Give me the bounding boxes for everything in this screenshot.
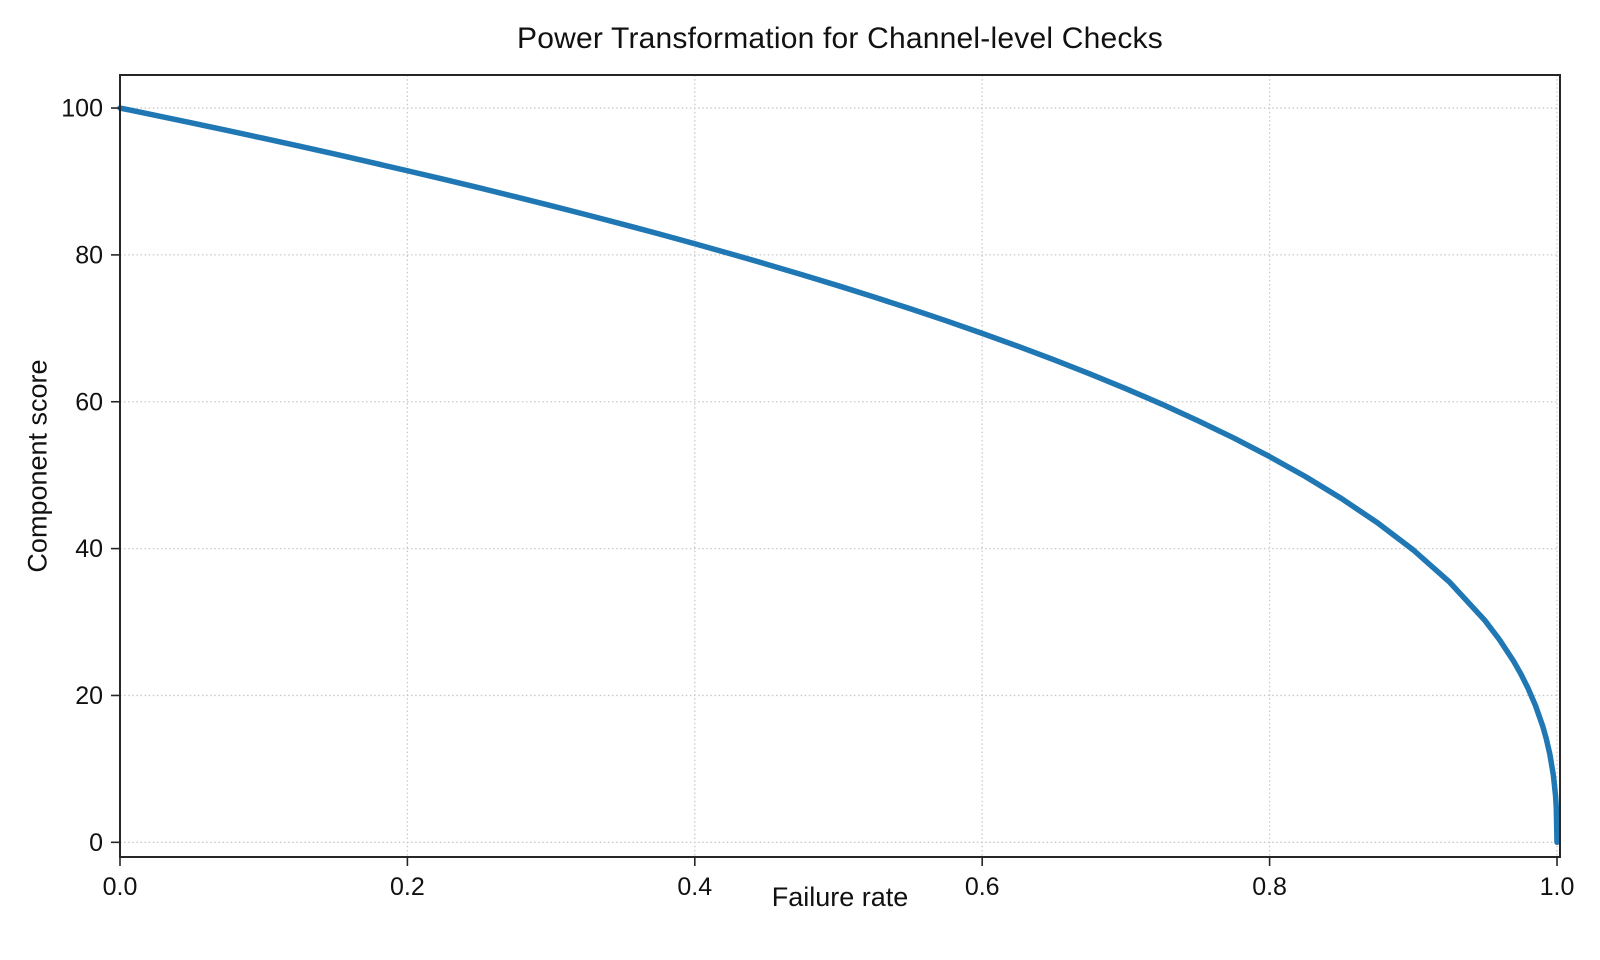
y-tick-label: 100: [61, 95, 103, 123]
x-tick-label: 0.4: [677, 873, 712, 901]
x-tick-label: 0.2: [390, 873, 425, 901]
axes-spines: [119, 74, 1561, 858]
y-tick-label: 80: [75, 241, 103, 269]
x-axis-label: Failure rate: [771, 882, 909, 912]
y-tick-label: 0: [89, 829, 103, 857]
x-tick-label: 0.0: [103, 873, 138, 901]
y-tick-label: 20: [75, 682, 103, 710]
x-tick-label: 1.0: [1540, 873, 1575, 901]
score-curve: [117, 105, 1560, 846]
x-tick-label: 0.6: [965, 873, 1000, 901]
x-tick-label: 0.8: [1252, 873, 1287, 901]
y-tick-label: 40: [75, 535, 103, 563]
chart-title: Power Transformation for Channel-level C…: [517, 22, 1163, 55]
y-tick-label: 60: [75, 388, 103, 416]
